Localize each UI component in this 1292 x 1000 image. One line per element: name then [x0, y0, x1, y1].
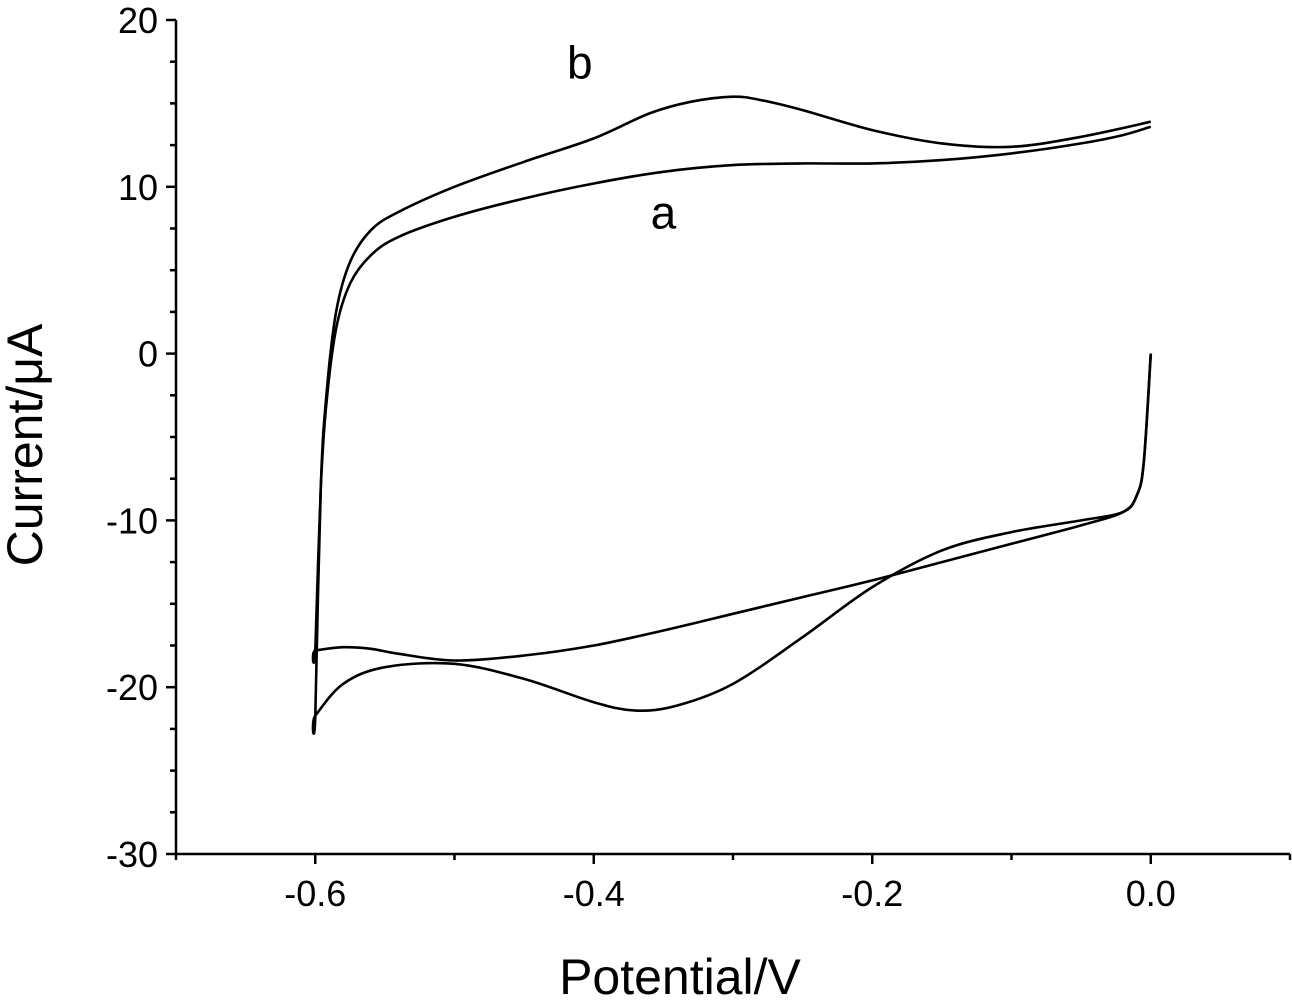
- x-ticks: -0.6 -0.4 -0.2 0.0: [174, 854, 1292, 914]
- series-annotation-b: b: [567, 36, 593, 88]
- y-tick-label: -30: [106, 834, 158, 875]
- y-axis-title: Current/μA: [0, 323, 53, 566]
- x-tick-label: -0.2: [841, 873, 903, 914]
- axes: 20 10 0 -10 -20 -30 -0.6 -0.4 -0.2 0.0: [106, 0, 1292, 914]
- series-line-b: [311, 95, 1153, 735]
- y-ticks: 20 10 0 -10 -20 -30: [106, 0, 176, 875]
- y-tick-label: 10: [118, 167, 158, 208]
- series-line-a: [311, 125, 1153, 664]
- series-annotation-a: a: [651, 187, 677, 239]
- y-tick-label: -20: [106, 667, 158, 708]
- x-tick-label: 0.0: [1126, 873, 1176, 914]
- y-tick-label: 20: [118, 0, 158, 41]
- annotation-group: ab: [567, 36, 677, 238]
- series-group: [311, 95, 1153, 735]
- x-axis-title: Potential/V: [559, 949, 801, 1000]
- x-tick-label: -0.6: [284, 873, 346, 914]
- y-tick-label: -10: [106, 500, 158, 541]
- y-tick-label: 0: [138, 334, 158, 375]
- x-tick-label: -0.4: [563, 873, 625, 914]
